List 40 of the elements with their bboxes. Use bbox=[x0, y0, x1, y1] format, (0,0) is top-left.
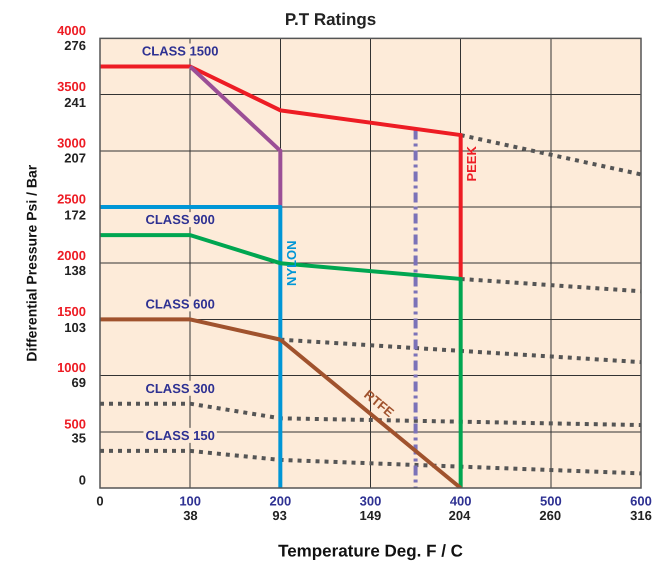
x2-tick-label: 204 bbox=[448, 508, 472, 524]
x-tick-label: 300 bbox=[360, 493, 382, 508]
y2-tick-label: 241 bbox=[64, 94, 86, 110]
series-label: CLASS 600 bbox=[145, 296, 215, 312]
y2-tick-label: 103 bbox=[64, 320, 86, 335]
chart-title: P.T Ratings bbox=[284, 10, 376, 29]
x-tick-label: 200 bbox=[269, 493, 292, 508]
text: NYLON bbox=[284, 240, 299, 286]
y2-tick-label: 276 bbox=[64, 38, 86, 53]
y-tick-label: 2500 bbox=[57, 192, 86, 207]
x-axis-title: Temperature Deg. F / C bbox=[278, 541, 463, 560]
y-tick-label: 2000 bbox=[57, 248, 86, 263]
y2-tick-label: 172 bbox=[64, 207, 86, 222]
y-tick-label: 1500 bbox=[57, 304, 86, 319]
y-tick-label: 1000 bbox=[57, 360, 86, 376]
y2-tick-label: 35 bbox=[72, 430, 86, 446]
series-label: CLASS 150 bbox=[145, 428, 215, 443]
series-label: CLASS 1500 bbox=[142, 44, 218, 59]
x2-tick-label: 260 bbox=[539, 508, 562, 524]
x2-tick-label: 38 bbox=[183, 508, 198, 524]
x-tick-label: 400 bbox=[450, 493, 472, 508]
x2-tick-label: 149 bbox=[359, 508, 382, 524]
x2-tick-label: 316 bbox=[630, 508, 652, 524]
x-tick-label: 100 bbox=[179, 493, 202, 508]
y-tick-label: 3500 bbox=[57, 79, 86, 94]
y2-tick-label: 138 bbox=[64, 262, 86, 278]
y-tick-label: 4000 bbox=[57, 22, 86, 38]
x-tick-label: 500 bbox=[540, 493, 562, 508]
text: PEEK bbox=[464, 146, 480, 182]
x-tick-label: 0 bbox=[96, 493, 104, 508]
series-label: CLASS 900 bbox=[145, 212, 215, 228]
y2-tick-label: 207 bbox=[64, 150, 86, 166]
x2-tick-label: 93 bbox=[272, 508, 287, 524]
y-tick-label: 0 bbox=[78, 472, 86, 488]
y-axis-title: Differential Pressure Psi / Bar bbox=[23, 164, 40, 362]
y-tick-label: 500 bbox=[64, 416, 86, 432]
y-tick-label: 3000 bbox=[57, 135, 86, 150]
y2-tick-label: 69 bbox=[72, 375, 86, 390]
series-label: CLASS 300 bbox=[145, 380, 215, 396]
x-tick-label: 600 bbox=[630, 493, 652, 508]
